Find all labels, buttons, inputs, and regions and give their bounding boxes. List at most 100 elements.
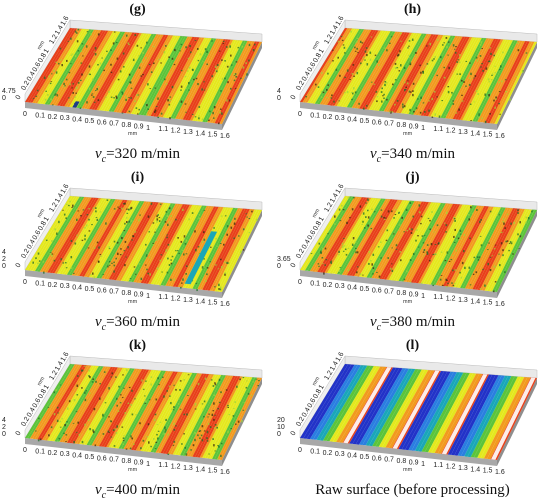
- surface-strip: [403, 203, 449, 282]
- speckle: [338, 253, 340, 256]
- speckle: [398, 211, 401, 213]
- x-tick-label: 0.6: [97, 287, 107, 294]
- speckle: [255, 378, 258, 380]
- speckle: [182, 278, 184, 281]
- speckle: [81, 43, 84, 45]
- speckle: [84, 234, 86, 237]
- surface-strip: [52, 365, 99, 442]
- surface-strip: [27, 28, 75, 103]
- surface-strip: [113, 202, 159, 281]
- speckle: [433, 231, 435, 233]
- z-tick-label: 0: [277, 263, 281, 270]
- speckle: [169, 395, 171, 397]
- speckle: [201, 439, 204, 442]
- speckle: [186, 413, 188, 416]
- speckle: [110, 376, 113, 378]
- speckle: [56, 406, 59, 409]
- speckle: [188, 66, 191, 69]
- speckle: [240, 77, 242, 79]
- speckle: [90, 33, 92, 36]
- speckle: [179, 50, 181, 52]
- surface-strip: [344, 199, 391, 276]
- speckle: [166, 271, 169, 274]
- speckle: [157, 116, 159, 119]
- surface-base: [300, 102, 497, 130]
- y-tick-label: 0: [15, 94, 23, 101]
- speckle: [323, 272, 325, 275]
- speckle: [65, 262, 67, 264]
- speckle: [452, 100, 455, 102]
- y-unit-label: mm: [37, 208, 47, 219]
- speckle: [152, 45, 155, 48]
- x-tick-label: 0.2: [323, 282, 333, 289]
- speckle: [370, 36, 373, 38]
- speckle: [455, 46, 457, 48]
- speckle: [230, 428, 233, 430]
- speckle: [493, 265, 496, 268]
- speckle: [324, 247, 327, 250]
- speckle: [353, 87, 355, 90]
- surface-strip: [47, 365, 94, 441]
- x-tick-label: 0.9: [134, 291, 144, 298]
- speckle: [192, 68, 194, 72]
- speckle: [517, 42, 519, 44]
- speckle: [396, 67, 399, 69]
- speckle: [204, 48, 207, 51]
- speckle: [80, 79, 82, 82]
- speckle: [447, 90, 450, 94]
- surface-strip: [34, 28, 82, 104]
- surface-strip: [489, 209, 533, 292]
- surface-strip: [47, 29, 94, 105]
- surface-strip: [59, 366, 106, 443]
- speckle: [69, 200, 71, 203]
- speckle: [110, 436, 113, 438]
- surface-strip: [121, 202, 166, 281]
- speckle: [154, 87, 157, 89]
- speckle: [446, 279, 448, 281]
- x-tick-label: 1.1: [158, 126, 168, 133]
- speckle: [500, 231, 503, 233]
- x-tick-label: 0.1: [35, 112, 45, 119]
- speckle: [92, 78, 94, 81]
- speckle: [463, 250, 465, 253]
- speckle: [68, 102, 71, 103]
- speckle: [163, 395, 165, 398]
- speckle: [251, 210, 253, 213]
- speckle: [97, 33, 100, 36]
- speckle: [402, 106, 404, 109]
- speckle: [53, 391, 56, 394]
- speckle: [37, 262, 39, 265]
- speckle: [346, 221, 348, 225]
- y-tick-label: 1.2: [48, 33, 59, 45]
- speckle: [386, 229, 389, 232]
- speckle: [233, 222, 236, 225]
- y-tick-label: 0.2: [20, 248, 31, 260]
- speckle: [50, 426, 53, 429]
- surface-strip: [336, 366, 384, 443]
- speckle: [391, 263, 393, 265]
- speckle: [334, 215, 336, 218]
- surface-strip: [425, 204, 470, 285]
- speckle: [356, 71, 359, 75]
- speckle: [76, 40, 79, 43]
- speckle: [184, 76, 187, 78]
- speckle: [108, 248, 111, 250]
- speckle: [198, 115, 200, 117]
- speckle: [159, 388, 162, 390]
- speckle: [37, 252, 40, 255]
- surface-strip: [177, 206, 222, 288]
- speckle: [354, 91, 357, 94]
- surface-strip: [155, 37, 200, 117]
- surface-strip: [364, 32, 410, 110]
- speckle: [355, 247, 357, 250]
- x-unit-label: mm: [128, 467, 138, 473]
- speckle: [408, 45, 410, 47]
- surface-strip: [128, 203, 174, 282]
- speckle: [121, 237, 123, 240]
- speckle: [121, 112, 124, 114]
- speckle: [220, 442, 223, 445]
- speckle: [488, 81, 491, 83]
- speckle: [63, 85, 65, 88]
- x-tick-label: 1.3: [183, 465, 193, 472]
- speckle: [471, 212, 474, 214]
